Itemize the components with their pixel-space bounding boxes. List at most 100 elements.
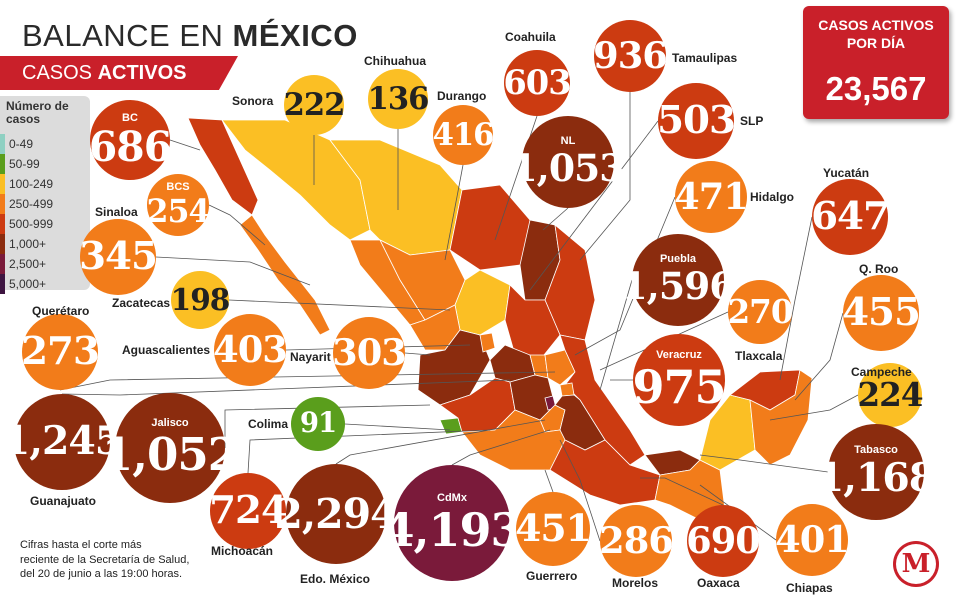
legend-swatch [0, 154, 5, 174]
state-value: 403 [213, 327, 288, 371]
state-bubble-aguascalientes: 403 [213, 314, 288, 386]
state-value: 286 [599, 518, 674, 562]
state-label-queretaro: Querétaro [32, 304, 90, 318]
state-value: 1,053 [511, 146, 625, 191]
state-value: 975 [632, 360, 726, 414]
state-bubble-tamaulipas: 936 [593, 20, 668, 92]
state-label-chiapas: Chiapas [786, 581, 833, 595]
subtitle-prefix: CASOS [22, 62, 98, 84]
state-value: 198 [170, 282, 231, 318]
legend: Número de casos 0-49 50-99 100-249 250-499 5… [0, 96, 90, 294]
total-label: CASOS ACTIVOS POR DÍA [818, 17, 934, 51]
state-name: BC [122, 111, 138, 124]
state-label-sonora: Sonora [232, 94, 274, 108]
state-label-guanajuato: Guanajuato [30, 494, 97, 508]
state-value: 270 [727, 291, 793, 331]
state-slp [504, 284, 561, 361]
leader-line-guerrero [544, 469, 554, 493]
legend-item: 250-499 [0, 194, 90, 214]
subtitle-bold: ACTIVOS [97, 62, 187, 84]
leader-line-durango [444, 164, 464, 261]
state-label-qroo: Q. Roo [859, 262, 899, 276]
state-bubble-zacatecas: 198 [170, 271, 231, 329]
state-name: CdMx [437, 492, 467, 504]
state-label-sinaloa: Sinaloa [95, 205, 138, 219]
state-value: 401 [775, 517, 850, 561]
state-label-zacatecas: Zacatecas [112, 296, 171, 310]
legend-item: 5,000+ [0, 274, 90, 294]
state-value: 451 [515, 506, 592, 551]
leader-line-puebla [599, 279, 633, 391]
logo-letter: M [896, 544, 936, 584]
leader-line-tamaulipas [579, 92, 631, 261]
legend-item: 500-999 [0, 214, 90, 234]
title-bold: MÉXICO [232, 18, 358, 53]
legend-swatch [0, 214, 5, 234]
state-bubble-chihuahua: 136 [367, 69, 430, 129]
state-label-tlaxcala: Tlaxcala [735, 349, 783, 363]
state-label-morelos: Morelos [612, 576, 659, 590]
state-bubble-cdmx: CdMx 4,193 [382, 465, 523, 581]
state-label-colima: Colima [248, 417, 289, 431]
state-aguascalientes [479, 332, 496, 353]
state-label-slp: SLP [740, 114, 764, 128]
state-bubble-colima: 91 [291, 397, 345, 451]
title-prefix: BALANCE EN [22, 18, 233, 53]
leader-line-queretaro [59, 371, 556, 391]
state-value: 936 [593, 33, 668, 77]
legend-label: 50-99 [9, 157, 40, 171]
state-label-durango: Durango [437, 89, 487, 103]
state-qroo [749, 369, 813, 466]
state-bubble-campeche: 224 [857, 363, 924, 427]
footnote: Cifras hasta el corte más reciente de la… [20, 539, 190, 580]
legend-swatch [0, 194, 5, 214]
leader-line-bcs [208, 204, 266, 246]
state-value: 455 [842, 289, 921, 335]
state-bubble-sinaloa: 345 [79, 219, 158, 295]
state-label-coahuila: Coahuila [505, 30, 556, 44]
state-value: 690 [686, 518, 761, 562]
state-bubble-qroo: 455 [842, 275, 921, 351]
state-bubble-coahuila: 603 [503, 50, 572, 116]
legend-swatch [0, 274, 5, 294]
state-bubble-morelos: 286 [599, 505, 674, 577]
state-value: 136 [367, 80, 430, 117]
legend-swatch [0, 174, 5, 194]
state-bubble-guanajuato: 1,245 [3, 394, 122, 490]
milenio-logo: M [893, 541, 939, 587]
state-bubble-veracruz: Veracruz 975 [632, 334, 727, 426]
state-name: BCS [166, 181, 190, 194]
state-value: 1,245 [2, 418, 122, 465]
state-value: 345 [79, 233, 158, 279]
leader-line-sinaloa [155, 256, 311, 286]
state-value: 1,596 [621, 264, 735, 309]
state-hidalgo [544, 349, 576, 386]
state-value: 224 [857, 374, 923, 414]
state-value: 4,193 [382, 503, 522, 557]
total-active-cases-box: CASOS ACTIVOS POR DÍA 23,567 [803, 6, 949, 119]
legend-label: 250-499 [9, 197, 54, 211]
state-bubble-bcs: BCS 254 [146, 174, 211, 236]
state-value: 416 [432, 116, 495, 153]
state-bubble-nl: NL 1,053 [511, 116, 626, 208]
legend-label: 2,500+ [9, 257, 47, 271]
state-bubble-nayarit: 303 [332, 317, 407, 389]
state-value: 273 [21, 328, 100, 374]
state-name: Veracruz [656, 349, 702, 361]
leader-line-nayarit [404, 352, 431, 356]
state-value: 303 [332, 330, 407, 374]
legend-swatch [0, 134, 5, 154]
legend-item: 1,000+ [0, 234, 90, 254]
state-bubble-michoacan: 724 [209, 473, 288, 549]
legend-item: 100-249 [0, 174, 90, 194]
state-value: 503 [657, 97, 736, 143]
legend-swatch [0, 234, 5, 254]
leader-line-qroo [794, 312, 844, 401]
leader-line-nl [542, 207, 569, 231]
state-value: 254 [146, 193, 211, 231]
state-guerrero [461, 409, 566, 471]
state-name: Puebla [659, 253, 697, 266]
legend-label: 1,000+ [9, 237, 47, 251]
state-value: 603 [503, 62, 571, 103]
